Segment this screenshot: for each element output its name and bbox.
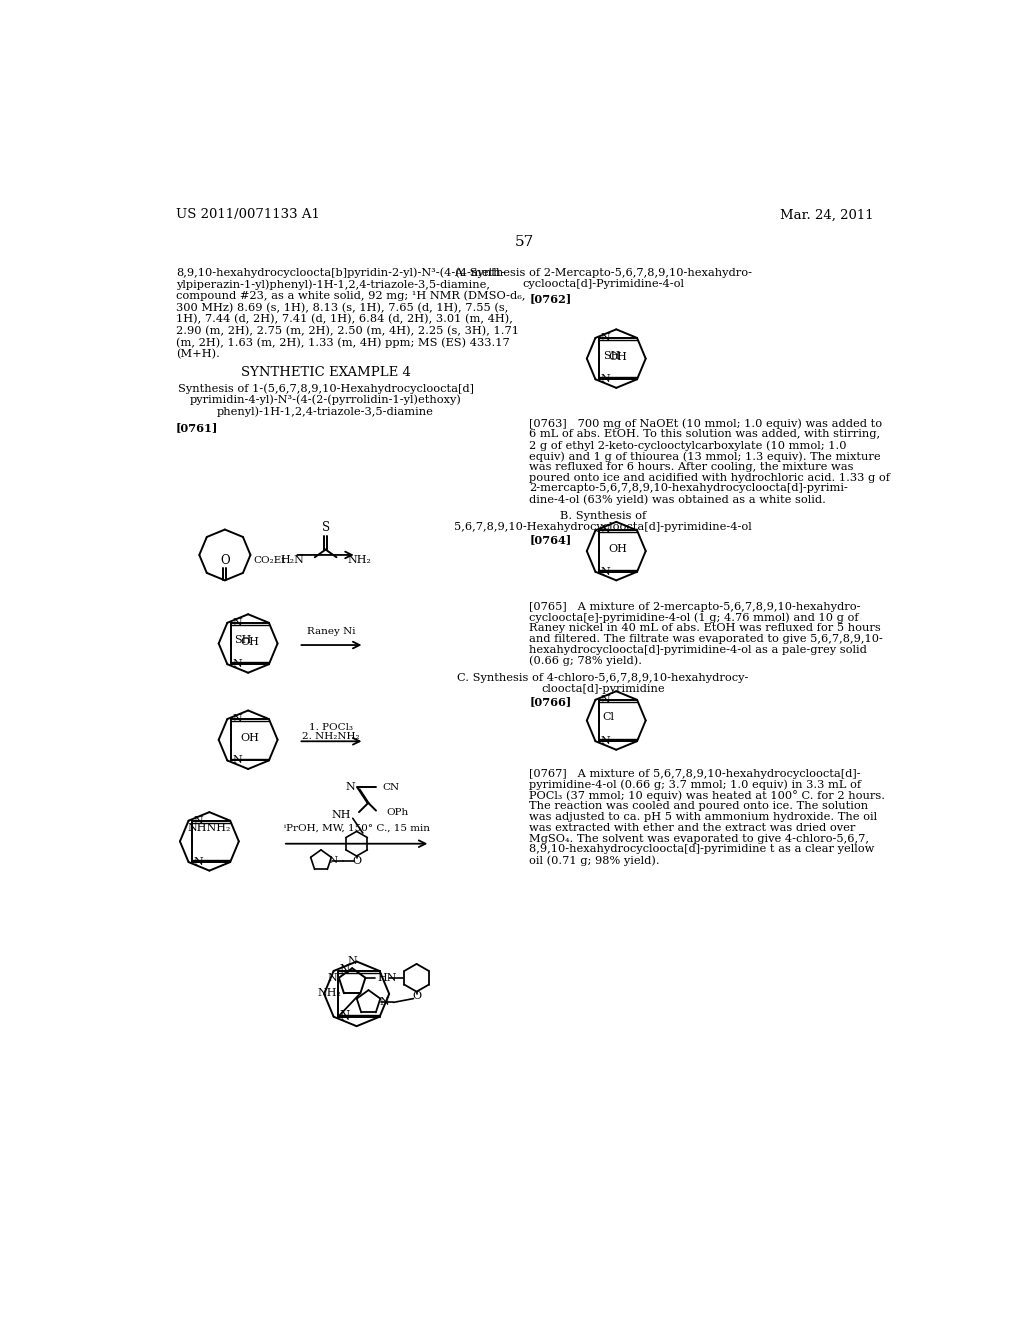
Text: OH: OH bbox=[241, 733, 259, 743]
Text: [0767]   A mixture of 5,6,7,8,9,10-hexahydrocycloocta[d]-: [0767] A mixture of 5,6,7,8,9,10-hexahyd… bbox=[529, 770, 861, 779]
Text: SH: SH bbox=[234, 635, 252, 645]
Text: 1H), 7.44 (d, 2H), 7.41 (d, 1H), 6.84 (d, 2H), 3.01 (m, 4H),: 1H), 7.44 (d, 2H), 7.41 (d, 1H), 6.84 (d… bbox=[176, 314, 513, 325]
Text: CO₂Et: CO₂Et bbox=[254, 557, 286, 565]
Text: N: N bbox=[600, 525, 610, 536]
Text: 2. NH₂NH₂: 2. NH₂NH₂ bbox=[302, 731, 359, 741]
Text: 2 g of ethyl 2-keto-cyclooctylcarboxylate (10 mmol; 1.0: 2 g of ethyl 2-keto-cyclooctylcarboxylat… bbox=[529, 441, 847, 451]
Text: N: N bbox=[340, 1010, 350, 1023]
Text: [0762]: [0762] bbox=[529, 293, 571, 304]
Text: (M+H).: (M+H). bbox=[176, 348, 220, 359]
Text: OH: OH bbox=[241, 636, 259, 647]
Text: cycloocta[d]-Pyrimidine-4-ol: cycloocta[d]-Pyrimidine-4-ol bbox=[522, 280, 684, 289]
Text: N: N bbox=[600, 694, 610, 705]
Text: [0764]: [0764] bbox=[529, 535, 571, 545]
Text: 1. POCl₃: 1. POCl₃ bbox=[309, 723, 353, 733]
Text: poured onto ice and acidified with hydrochloric acid. 1.33 g of: poured onto ice and acidified with hydro… bbox=[529, 473, 891, 483]
Text: cloocta[d]-pyrimidine: cloocta[d]-pyrimidine bbox=[542, 684, 665, 693]
Text: NH: NH bbox=[332, 810, 351, 820]
Text: N: N bbox=[340, 965, 350, 978]
Text: 2-mercapto-5,6,7,8,9,10-hexahydrocycloocta[d]-pyrimi-: 2-mercapto-5,6,7,8,9,10-hexahydrocyclooc… bbox=[529, 483, 848, 494]
Text: ⁱPrOH, MW, 150° C., 15 min: ⁱPrOH, MW, 150° C., 15 min bbox=[284, 824, 430, 833]
Text: N: N bbox=[232, 755, 242, 766]
Text: O: O bbox=[352, 855, 361, 866]
Text: US 2011/0071133 A1: US 2011/0071133 A1 bbox=[176, 209, 319, 222]
Text: [0763]   700 mg of NaOEt (10 mmol; 1.0 equiv) was added to: [0763] 700 mg of NaOEt (10 mmol; 1.0 equ… bbox=[529, 418, 883, 429]
Text: compound #23, as a white solid, 92 mg; ¹H NMR (DMSO-d₆,: compound #23, as a white solid, 92 mg; ¹… bbox=[176, 290, 525, 301]
Text: Raney Ni: Raney Ni bbox=[307, 627, 355, 636]
Text: N: N bbox=[347, 956, 357, 966]
Text: OH: OH bbox=[608, 351, 628, 362]
Text: N: N bbox=[600, 333, 610, 343]
Text: O: O bbox=[412, 991, 421, 1002]
Text: N: N bbox=[194, 857, 203, 867]
Text: Raney nickel in 40 mL of abs. EtOH was refluxed for 5 hours: Raney nickel in 40 mL of abs. EtOH was r… bbox=[529, 623, 882, 634]
Text: O: O bbox=[220, 553, 229, 566]
Text: equiv) and 1 g of thiourea (13 mmol; 1.3 equiv). The mixture: equiv) and 1 g of thiourea (13 mmol; 1.3… bbox=[529, 451, 881, 462]
Text: phenyl)-1H-1,2,4-triazole-3,5-diamine: phenyl)-1H-1,2,4-triazole-3,5-diamine bbox=[217, 407, 434, 417]
Text: POCl₃ (37 mmol; 10 equiv) was heated at 100° C. for 2 hours.: POCl₃ (37 mmol; 10 equiv) was heated at … bbox=[529, 791, 886, 801]
Text: oil (0.71 g; 98% yield).: oil (0.71 g; 98% yield). bbox=[529, 855, 660, 866]
Text: SH: SH bbox=[603, 351, 620, 360]
Text: B. Synthesis of: B. Synthesis of bbox=[560, 511, 646, 521]
Text: was adjusted to ca. pH 5 with ammonium hydroxide. The oil: was adjusted to ca. pH 5 with ammonium h… bbox=[529, 812, 878, 822]
Text: C. Synthesis of 4-chloro-5,6,7,8,9,10-hexahydrocy-: C. Synthesis of 4-chloro-5,6,7,8,9,10-he… bbox=[458, 673, 749, 682]
Text: 8,9,10-hexahydrocycloocta[b]pyridin-2-yl)-N³-(4-(4-meth-: 8,9,10-hexahydrocycloocta[b]pyridin-2-yl… bbox=[176, 268, 505, 279]
Text: N: N bbox=[328, 973, 337, 983]
Text: hexahydrocycloocta[d]-pyrimidine-4-ol as a pale-grey solid: hexahydrocycloocta[d]-pyrimidine-4-ol as… bbox=[529, 645, 867, 655]
Text: N: N bbox=[600, 375, 610, 384]
Text: NHNH₂: NHNH₂ bbox=[187, 822, 231, 833]
Text: The reaction was cooled and poured onto ice. The solution: The reaction was cooled and poured onto … bbox=[529, 801, 868, 812]
Text: [0765]   A mixture of 2-mercapto-5,6,7,8,9,10-hexahydro-: [0765] A mixture of 2-mercapto-5,6,7,8,9… bbox=[529, 602, 861, 612]
Text: [0766]: [0766] bbox=[529, 696, 571, 708]
Text: (m, 2H), 1.63 (m, 2H), 1.33 (m, 4H) ppm; MS (ES) 433.17: (m, 2H), 1.63 (m, 2H), 1.33 (m, 4H) ppm;… bbox=[176, 337, 510, 347]
Text: ylpiperazin-1-yl)phenyl)-1H-1,2,4-triazole-3,5-diamine,: ylpiperazin-1-yl)phenyl)-1H-1,2,4-triazo… bbox=[176, 280, 490, 290]
Text: CN: CN bbox=[382, 783, 399, 792]
Text: N: N bbox=[232, 714, 242, 725]
Text: NH₂: NH₂ bbox=[317, 989, 341, 998]
Text: MgSO₄. The solvent was evaporated to give 4-chloro-5,6,7,: MgSO₄. The solvent was evaporated to giv… bbox=[529, 834, 869, 843]
Text: Mar. 24, 2011: Mar. 24, 2011 bbox=[780, 209, 873, 222]
Text: (0.66 g; 78% yield).: (0.66 g; 78% yield). bbox=[529, 656, 642, 667]
Text: N: N bbox=[600, 566, 610, 577]
Text: H₂N: H₂N bbox=[280, 556, 304, 565]
Text: S: S bbox=[322, 521, 330, 535]
Text: [0761]: [0761] bbox=[176, 422, 218, 433]
Text: dine-4-ol (63% yield) was obtained as a white solid.: dine-4-ol (63% yield) was obtained as a … bbox=[529, 494, 826, 504]
Text: N: N bbox=[379, 998, 389, 1007]
Text: 300 MHz) 8.69 (s, 1H), 8.13 (s, 1H), 7.65 (d, 1H), 7.55 (s,: 300 MHz) 8.69 (s, 1H), 8.13 (s, 1H), 7.6… bbox=[176, 302, 509, 313]
Text: 6 mL of abs. EtOH. To this solution was added, with stirring,: 6 mL of abs. EtOH. To this solution was … bbox=[529, 429, 881, 440]
Text: OH: OH bbox=[608, 544, 628, 554]
Text: 57: 57 bbox=[515, 235, 535, 249]
Text: pyrimidin-4-yl)-N³-(4-(2-(pyrrolidin-1-yl)ethoxy): pyrimidin-4-yl)-N³-(4-(2-(pyrrolidin-1-y… bbox=[189, 395, 462, 405]
Text: N: N bbox=[232, 618, 242, 628]
Text: NH₂: NH₂ bbox=[347, 556, 372, 565]
Text: OPh: OPh bbox=[387, 808, 410, 817]
Text: 8,9,10-hexahydrocycloocta[d]-pyrimidine t as a clear yellow: 8,9,10-hexahydrocycloocta[d]-pyrimidine … bbox=[529, 845, 874, 854]
Text: 5,6,7,8,9,10-Hexahydrocycloocta[d]-pyrimidine-4-ol: 5,6,7,8,9,10-Hexahydrocycloocta[d]-pyrim… bbox=[455, 521, 752, 532]
Text: HN: HN bbox=[378, 973, 397, 983]
Text: pyrimidine-4-ol (0.66 g; 3.7 mmol; 1.0 equiv) in 3.3 mL of: pyrimidine-4-ol (0.66 g; 3.7 mmol; 1.0 e… bbox=[529, 780, 861, 791]
Text: Cl: Cl bbox=[603, 711, 614, 722]
Text: was refluxed for 6 hours. After cooling, the mixture was: was refluxed for 6 hours. After cooling,… bbox=[529, 462, 854, 471]
Text: N: N bbox=[194, 816, 203, 826]
Text: N: N bbox=[345, 783, 355, 792]
Text: cycloocta[e]-pyrimidine-4-ol (1 g; 4.76 mmol) and 10 g of: cycloocta[e]-pyrimidine-4-ol (1 g; 4.76 … bbox=[529, 612, 859, 623]
Text: N: N bbox=[600, 737, 610, 746]
Text: was extracted with ether and the extract was dried over: was extracted with ether and the extract… bbox=[529, 822, 856, 833]
Text: 2.90 (m, 2H), 2.75 (m, 2H), 2.50 (m, 4H), 2.25 (s, 3H), 1.71: 2.90 (m, 2H), 2.75 (m, 2H), 2.50 (m, 4H)… bbox=[176, 326, 519, 335]
Text: SYNTHETIC EXAMPLE 4: SYNTHETIC EXAMPLE 4 bbox=[241, 367, 411, 379]
Text: N: N bbox=[232, 659, 242, 669]
Text: and filtered. The filtrate was evaporated to give 5,6,7,8,9,10-: and filtered. The filtrate was evaporate… bbox=[529, 635, 884, 644]
Text: A. Synthesis of 2-Mercapto-5,6,7,8,9,10-hexahydro-: A. Synthesis of 2-Mercapto-5,6,7,8,9,10-… bbox=[454, 268, 752, 277]
Text: N: N bbox=[329, 857, 338, 865]
Text: Synthesis of 1-(5,6,7,8,9,10-Hexahydrocycloocta[d]: Synthesis of 1-(5,6,7,8,9,10-Hexahydrocy… bbox=[177, 383, 474, 393]
